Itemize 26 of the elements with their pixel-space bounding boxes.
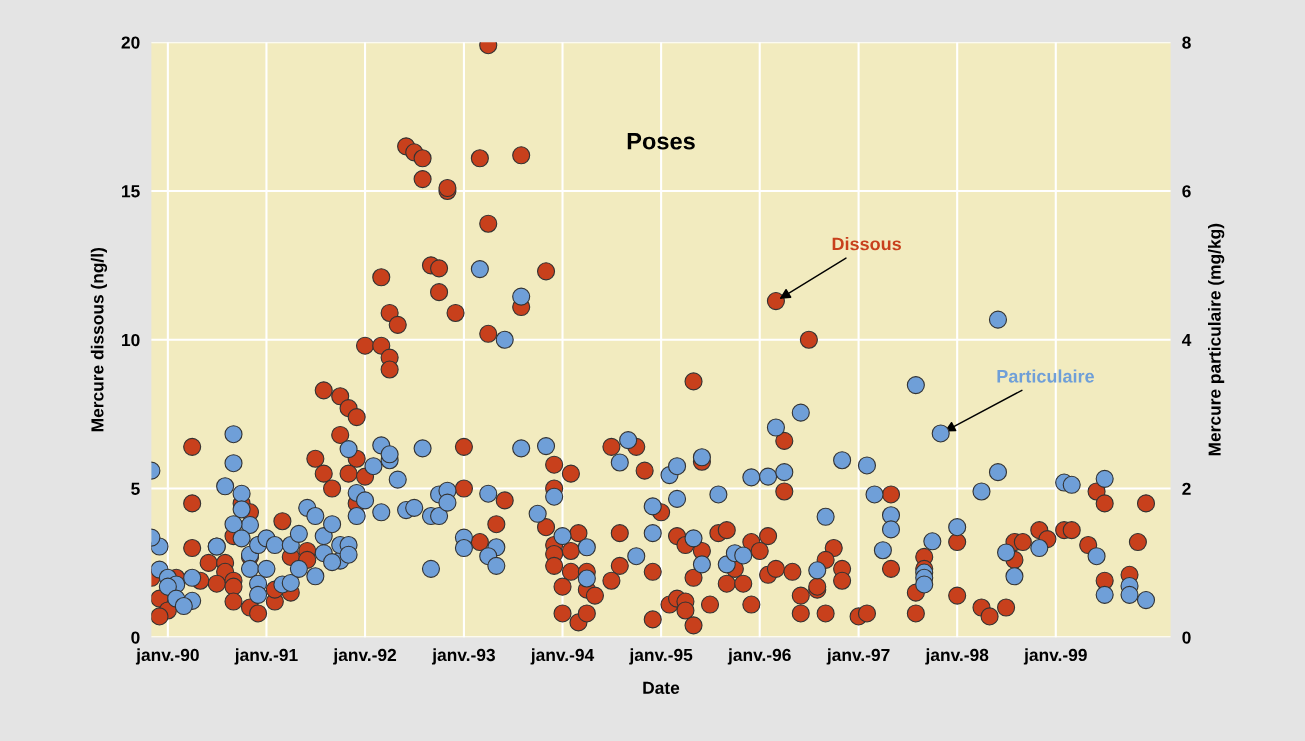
x-tick-label: janv.-92: [333, 648, 397, 665]
x-tick-label: janv.-90: [135, 648, 199, 665]
y2-tick-label: 4: [1181, 334, 1192, 347]
annotation: Particulaire: [997, 369, 1094, 383]
x-tick-label: janv.-93: [431, 648, 495, 665]
x-tick-label: janv.-96: [727, 648, 791, 665]
x-tick-label: janv.-97: [826, 648, 890, 665]
y2-axis-title: Mercure particulaire (mg/kg): [1208, 223, 1225, 456]
y-tick-label: 15: [122, 185, 140, 198]
x-tick-label: janv.-95: [629, 648, 693, 665]
y2-tick-label: 8: [1182, 36, 1191, 49]
x-axis-title: Date: [643, 681, 680, 694]
y-tick-label: 0: [131, 631, 140, 644]
x-tick-label: janv.-91: [234, 648, 298, 665]
y2-tick-label: 6: [1182, 185, 1191, 198]
y-axis-title: Mercure dissous (ng/l): [90, 248, 108, 432]
y-tick-label: 20: [121, 36, 140, 49]
y2-tick-label: 2: [1182, 482, 1191, 495]
y-tick-label: 10: [122, 333, 140, 347]
x-tick-label: janv.-98: [925, 648, 989, 665]
text: Poses: [627, 133, 695, 150]
annotation: Dissous: [832, 237, 901, 251]
x-tick-label: janv.-94: [530, 648, 595, 665]
x-tick-label: janv.-99: [1023, 648, 1087, 665]
y2-tick-label: 0: [1182, 631, 1191, 644]
y-tick-label: 5: [131, 482, 140, 495]
